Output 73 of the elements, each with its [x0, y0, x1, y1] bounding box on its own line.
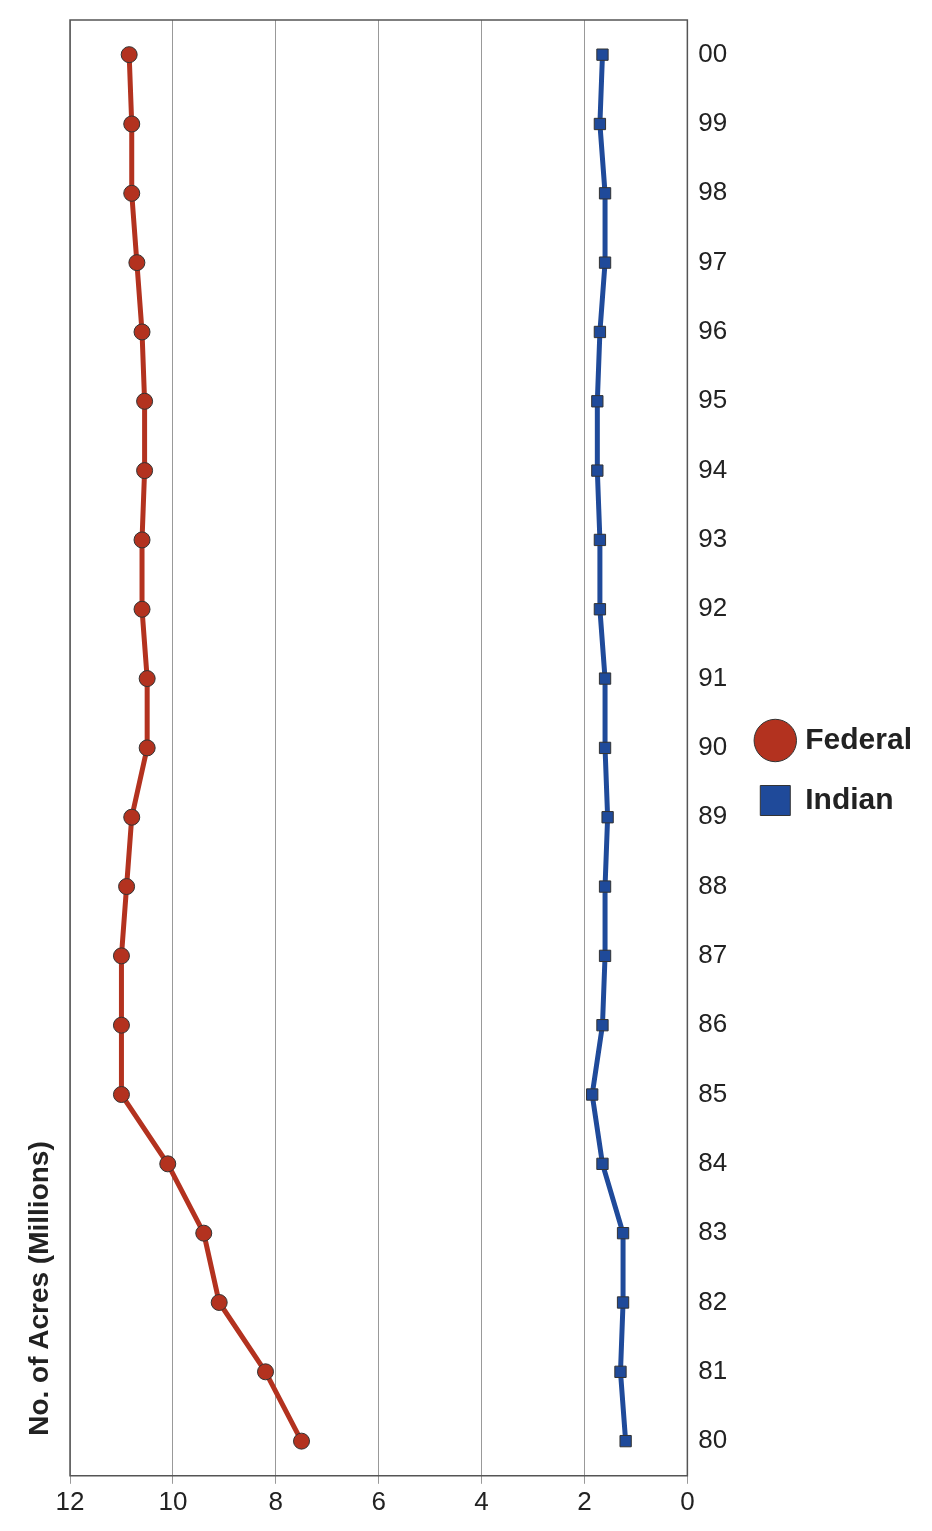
point: [598, 949, 612, 963]
point: [598, 187, 612, 200]
point: [586, 1088, 599, 1101]
y-tick-label: 88: [698, 869, 728, 900]
point: [619, 1434, 632, 1448]
point: [591, 395, 604, 408]
y-tick-label: 80: [698, 1424, 728, 1455]
point: [112, 1086, 130, 1104]
point: [120, 46, 138, 64]
y-tick-label: 94: [698, 453, 728, 484]
y-tick-label: 90: [698, 731, 728, 762]
x-tick-label: 12: [55, 1485, 85, 1516]
point: [593, 603, 607, 616]
y-tick-label: 89: [698, 800, 728, 831]
point: [593, 325, 607, 339]
y-tick-label: 87: [698, 939, 728, 970]
x-tick-label: 8: [268, 1485, 284, 1516]
y-tick-label: 92: [698, 592, 728, 623]
point: [210, 1293, 228, 1311]
point: [133, 600, 151, 618]
x-tick-label: 10: [158, 1485, 188, 1516]
y-tick-label: 85: [698, 1077, 728, 1108]
point: [112, 1016, 130, 1034]
point: [123, 184, 141, 202]
point: [601, 811, 614, 824]
point: [614, 1365, 627, 1378]
x-tick-label: 4: [474, 1485, 489, 1516]
y-tick-label: 93: [698, 523, 728, 554]
point: [598, 880, 612, 893]
point: [112, 947, 130, 965]
point: [136, 392, 154, 410]
point: [598, 256, 612, 269]
point: [616, 1296, 630, 1309]
point: [159, 1155, 177, 1173]
point: [598, 672, 612, 685]
y-tick-label: 97: [698, 245, 728, 276]
point: [596, 1157, 609, 1170]
point: [123, 115, 141, 133]
y-tick-label: 00: [698, 37, 728, 68]
point: [195, 1224, 213, 1242]
point: [596, 1019, 609, 1032]
point: [257, 1363, 274, 1381]
y-tick-label: 96: [698, 315, 728, 346]
point: [593, 117, 607, 131]
point: [138, 670, 156, 688]
x-tick-label: 0: [680, 1485, 695, 1516]
y-tick-label: 99: [698, 107, 728, 138]
y-tick-label: 82: [698, 1285, 728, 1316]
point: [136, 462, 154, 480]
x-tick-label: 2: [577, 1485, 592, 1516]
point: [133, 323, 151, 341]
y-tick-label: 86: [698, 1008, 728, 1039]
y-tick-label: 98: [698, 176, 728, 207]
point: [596, 48, 609, 61]
point: [118, 878, 136, 896]
point: [591, 464, 604, 477]
y-tick-label: 83: [698, 1216, 728, 1247]
y-tick-label: 81: [698, 1354, 728, 1385]
point: [123, 808, 141, 826]
point: [133, 531, 151, 549]
point: [293, 1432, 311, 1450]
point: [128, 254, 146, 272]
point: [598, 741, 612, 755]
point: [593, 533, 607, 547]
y-tick-label: 91: [698, 661, 728, 692]
legend-label: Federal: [805, 721, 912, 755]
x-tick-label: 6: [371, 1485, 386, 1516]
legend-label: Indian: [805, 781, 894, 815]
y-tick-label: 84: [698, 1147, 728, 1178]
y-axis-title: No. of Acres (Millions): [22, 1141, 54, 1436]
point: [616, 1227, 630, 1240]
y-tick-label: 95: [698, 384, 728, 415]
point: [138, 739, 156, 757]
